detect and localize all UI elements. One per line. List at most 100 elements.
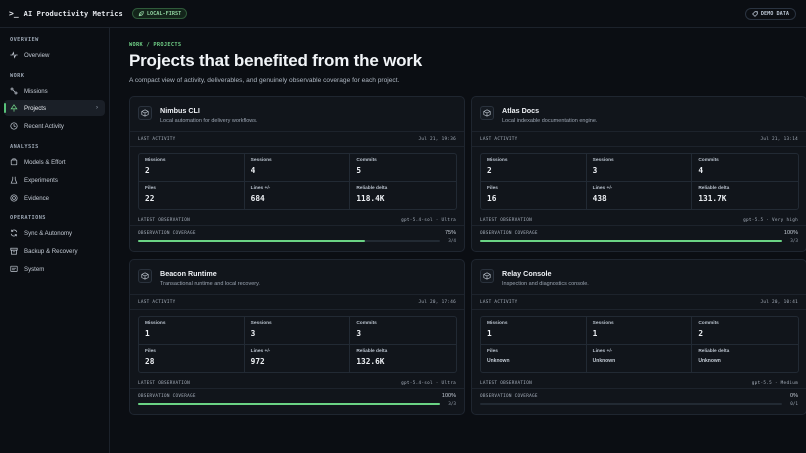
divider (130, 309, 464, 310)
sidebar-item-evidence[interactable]: Evidence (4, 190, 105, 206)
route-icon (10, 87, 18, 95)
project-card-relay-console[interactable]: Relay Console Inspection and diagnostics… (471, 259, 806, 415)
app-title: AI Productivity Metrics (23, 9, 123, 18)
section-title-analysis: ANALYSIS (10, 144, 39, 150)
project-name: Relay Console (502, 269, 552, 278)
stat-value: 1 (145, 329, 150, 338)
last-activity-time: Jul 21, 19:36 (418, 137, 456, 142)
sidebar: OVERVIEW Overview WORK Missions Projects… (0, 28, 110, 453)
sidebar-item-projects[interactable]: Projects › (4, 100, 105, 116)
sidebar-item-label: Projects (24, 104, 47, 112)
stat-commits: Commits 2 (692, 317, 798, 345)
stats-grid: Missions 2 Sessions 4 Commits 5 Files 22… (138, 153, 457, 210)
stat-lines: Lines +/- 972 (245, 344, 351, 372)
stat-value: 1 (487, 329, 492, 338)
sidebar-item-label: Evidence (24, 194, 50, 202)
stat-files: Files 22 (139, 181, 245, 209)
stat-sessions: Sessions 3 (244, 317, 351, 345)
coverage-progress-fill (138, 240, 365, 242)
stat-label: Reliable delta (356, 348, 388, 354)
stat-value: 2 (698, 329, 704, 338)
sidebar-item-recent-activity[interactable]: Recent Activity (4, 118, 105, 134)
stat-value: 3 (356, 329, 362, 338)
stats-grid: Missions 2 Sessions 3 Commits 4 Files 16… (480, 153, 799, 210)
divider (472, 225, 806, 226)
stat-label: Sessions (250, 158, 272, 163)
sidebar-item-models-effort[interactable]: Models & Effort (4, 154, 105, 170)
stat-sessions: Sessions 4 (244, 154, 351, 182)
stat-label: Reliable delta (698, 185, 730, 191)
project-card-nimbus-cli[interactable]: Nimbus CLI Local automation for delivery… (129, 96, 465, 252)
sidebar-item-label: Recent Activity (24, 122, 64, 130)
sync-icon (10, 229, 18, 237)
observation-coverage-label: OBSERVATION COVERAGE (138, 231, 196, 236)
project-name: Atlas Docs (502, 106, 540, 115)
stat-label: Sessions (592, 158, 614, 163)
observation-coverage-label: OBSERVATION COVERAGE (138, 394, 196, 399)
stat-value: Unknown (487, 357, 510, 364)
divider (472, 388, 806, 389)
latest-observation-model: gpt-5.4-sol · Ultra (401, 381, 456, 386)
local-first-label: LOCAL-FIRST (146, 10, 182, 17)
latest-observation-label: LATEST OBSERVATION (138, 381, 190, 386)
project-card-atlas-docs[interactable]: Atlas Docs Local indexable documentation… (471, 96, 806, 252)
stat-value: 3 (250, 329, 256, 338)
stat-label: Reliable delta (356, 185, 388, 191)
project-card-beacon-runtime[interactable]: Beacon Runtime Transactional runtime and… (129, 259, 465, 415)
coverage-progress-bar (480, 403, 782, 405)
stat-lines: Lines +/- 438 (587, 181, 693, 209)
stats-grid: Missions 1 Sessions 3 Commits 3 Files 28… (138, 316, 457, 373)
sidebar-item-label: Missions (24, 87, 48, 95)
leaf-icon (138, 10, 144, 16)
divider (130, 146, 464, 147)
last-activity-time: Jul 21, 13:14 (760, 137, 798, 142)
last-activity-time: Jul 20, 10:41 (760, 300, 798, 305)
last-activity-label: LAST ACTIVITY (480, 137, 518, 142)
page-subtitle: A compact view of activity, deliverables… (129, 77, 400, 84)
latest-observation-model: gpt-5.5 · Medium (751, 381, 798, 386)
project-description: Transactional runtime and local recovery… (160, 281, 260, 287)
brand[interactable]: >_ AI Productivity Metrics LOCAL-FIRST (9, 8, 188, 19)
stat-value: 131.7K (698, 193, 727, 203)
sidebar-item-backup-recovery[interactable]: Backup & Recovery (4, 243, 105, 259)
stat-value: 3 (592, 166, 598, 175)
stat-label: Commits (698, 321, 719, 326)
last-activity-time: Jul 20, 17:46 (418, 300, 456, 305)
demo-data-badge[interactable]: DEMO DATA (744, 8, 796, 20)
stat-sessions: Sessions 1 (586, 317, 693, 345)
section-title-operations: OPERATIONS (10, 215, 46, 221)
sidebar-item-sync-autonomy[interactable]: Sync & Autonomy (4, 225, 105, 241)
stat-commits: Commits 4 (692, 154, 798, 182)
divider (472, 131, 806, 132)
section-title-overview: OVERVIEW (10, 37, 39, 43)
latest-observation-model: gpt-5.5 · Very high (743, 218, 798, 223)
stat-value: 2 (487, 166, 492, 175)
stat-reliable-delta: Reliable delta Unknown (692, 345, 798, 373)
sidebar-item-system[interactable]: System (4, 261, 105, 277)
stat-label: Commits (356, 321, 377, 326)
coverage-percent: 0% (790, 393, 798, 399)
sidebar-item-experiments[interactable]: Experiments (4, 172, 105, 188)
cube-icon (138, 269, 152, 283)
latest-observation-label: LATEST OBSERVATION (480, 381, 532, 386)
cube-icon (138, 106, 152, 120)
breadcrumb: WORK / PROJECTS (129, 42, 182, 48)
stat-reliable-delta: Reliable delta 132.6K (350, 345, 456, 373)
sidebar-item-label: Models & Effort (24, 158, 66, 166)
stat-label: Commits (698, 158, 719, 163)
stat-value: 972 (250, 356, 265, 366)
latest-observation-label: LATEST OBSERVATION (480, 218, 532, 223)
page-title: Projects that benefited from the work (129, 51, 422, 70)
sidebar-item-missions[interactable]: Missions (4, 83, 105, 99)
sidebar-item-label: Overview (24, 51, 50, 59)
stat-files: Files 16 (481, 181, 587, 209)
project-description: Inspection and diagnostics console. (502, 281, 589, 287)
sidebar-item-overview[interactable]: Overview (4, 47, 105, 63)
stats-grid: Missions 1 Sessions 1 Commits 2 Files Un… (480, 316, 799, 373)
divider (130, 131, 464, 132)
local-first-badge: LOCAL-FIRST (131, 8, 188, 19)
stat-lines: Lines +/- Unknown (587, 344, 693, 372)
coverage-percent: 75% (444, 230, 456, 236)
stat-value: 2 (145, 166, 150, 175)
stat-files: Files Unknown (481, 344, 587, 372)
